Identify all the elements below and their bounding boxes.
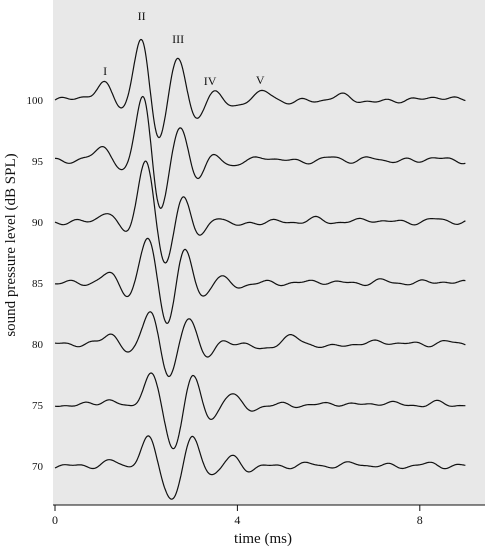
y-tick-label: 70 — [32, 461, 44, 473]
y-tick-label: 85 — [32, 278, 44, 290]
traces — [54, 38, 466, 500]
peak-label: III — [172, 32, 184, 46]
peak-label: I — [103, 64, 107, 78]
trace-100-db — [54, 38, 466, 139]
x-tick-label: 0 — [52, 513, 58, 527]
peak-label: IV — [204, 74, 217, 88]
trace-95-db — [55, 95, 466, 209]
x-ticks: 0 4 8 — [52, 505, 423, 527]
plot-background — [53, 0, 485, 505]
y-tick-label: 90 — [32, 217, 44, 229]
y-tick-label: 95 — [32, 156, 44, 168]
peak-label: V — [256, 73, 265, 87]
y-tick-label: 100 — [27, 95, 44, 107]
trace-70-db — [54, 435, 466, 500]
y-tick-label: 75 — [32, 400, 44, 412]
trace-80-db — [54, 311, 466, 378]
x-axis-label: time (ms) — [234, 531, 292, 547]
y-axis-label: sound pressure level (dB SPL) — [3, 153, 19, 336]
x-tick-label: 8 — [417, 513, 423, 527]
y-tick-labels: 100 95 90 85 80 75 70 — [27, 95, 44, 473]
y-tick-label: 80 — [32, 339, 44, 351]
trace-85-db — [54, 237, 466, 324]
peak-label: II — [138, 9, 146, 23]
x-tick-label: 4 — [234, 513, 240, 527]
trace-90-db — [54, 160, 466, 264]
trace-75-db — [54, 372, 466, 450]
